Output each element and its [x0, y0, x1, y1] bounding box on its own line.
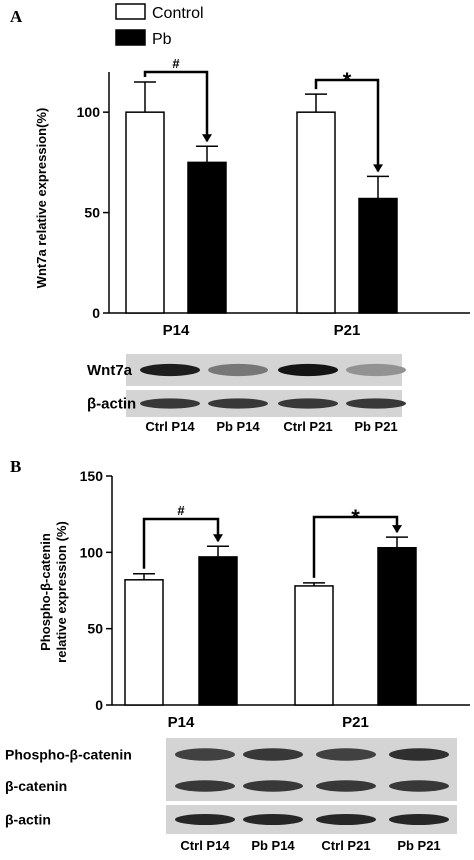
- blot-a-row-label: Wnt7a: [87, 362, 133, 379]
- chart-b-x-tick-label: P21: [342, 714, 369, 731]
- chart-b-y-tick-label: 0: [95, 697, 103, 713]
- chart-b-bar-control-p21: [294, 585, 334, 706]
- blot-b-row-label: β-actin: [5, 812, 51, 828]
- chart-b-significance-arrow: [392, 525, 402, 534]
- blot-b-band: [175, 813, 235, 826]
- blot-b-band: [316, 748, 376, 761]
- chart-a-significance-bracket: [143, 70, 209, 142]
- chart-a-significance-symbol: #: [172, 56, 180, 71]
- blot-a-band: [208, 398, 268, 409]
- chart-b-x-tick-label: P14: [168, 714, 195, 731]
- blot-b-band: [389, 813, 449, 826]
- blot-b-lane-label: Pb P14: [251, 838, 295, 853]
- chart-b-bar-control-p14: [124, 579, 164, 706]
- chart-a-y-tick-label: 50: [84, 205, 100, 221]
- blot-b-band: [243, 780, 303, 792]
- blot-b-band: [316, 813, 376, 826]
- blot-a-lane-label: Pb P14: [216, 419, 260, 434]
- blot-b-band: [316, 780, 376, 792]
- blot-b-band: [243, 813, 303, 826]
- blot-b: Phospho-β-catenin β-catenin β-actin Ctrl P1…: [5, 738, 457, 853]
- blot-a-band: [278, 363, 338, 377]
- chart-a-y-tick-label: 0: [92, 305, 100, 321]
- blot-a-band: [278, 398, 338, 409]
- chart-a-bar-pb-p21: [358, 197, 398, 314]
- legend: Control Pb: [115, 3, 204, 48]
- blot-a-lane-label: Pb P21: [354, 419, 397, 434]
- blot-b-row-label: Phospho-β-catenin: [5, 747, 132, 763]
- blot-b-band: [175, 748, 235, 761]
- legend-swatch-control: [115, 3, 146, 20]
- blot-a-band: [346, 363, 406, 377]
- chart-b: Phospho-β-catenin relative expression (%…: [38, 468, 470, 731]
- chart-b-bar-pb-p14: [198, 556, 238, 706]
- blot-b-row-label: β-catenin: [5, 778, 67, 794]
- panel-b-label: B: [10, 457, 21, 476]
- chart-b-ylabel-line2: relative expression (%): [54, 521, 69, 663]
- blot-b-band: [389, 780, 449, 792]
- legend-swatch-pb: [115, 29, 146, 46]
- chart-a-significance-symbol: *: [343, 68, 352, 93]
- chart-a-significance-bracket: [314, 78, 380, 172]
- chart-a-bar-control-p21: [296, 111, 336, 314]
- chart-a-x-tick-label: P21: [334, 322, 361, 339]
- blot-a-band: [346, 398, 406, 409]
- chart-b-significance-symbol: *: [351, 505, 360, 530]
- chart-a: Wnt7a relative expression(%) 0 50 100 P14 # P…: [34, 56, 470, 339]
- chart-b-bar-pb-p21: [377, 547, 417, 706]
- chart-b-significance-symbol: #: [177, 503, 185, 518]
- blot-a-lane-label: Ctrl P21: [283, 419, 332, 434]
- chart-b-significance-bracket: [312, 515, 399, 578]
- chart-a-ylabel: Wnt7a relative expression(%): [34, 108, 49, 289]
- chart-a-significance-arrow: [373, 164, 383, 173]
- blot-a-row-label: β-actin: [87, 396, 136, 413]
- chart-a-x-tick-label: P14: [163, 322, 190, 339]
- blot-b-band: [389, 748, 449, 761]
- chart-b-y-tick-label: 50: [87, 621, 103, 637]
- panel-a-label: A: [10, 7, 23, 26]
- blot-a-band: [140, 363, 200, 377]
- chart-b-y-tick-label: 100: [80, 544, 104, 560]
- blot-a-lane-label: Ctrl P14: [145, 419, 195, 434]
- chart-a-y-tick-label: 100: [77, 104, 101, 120]
- legend-label-control: Control: [152, 5, 204, 22]
- chart-b-ylabel-line1: Phospho-β-catenin: [38, 533, 53, 651]
- chart-a-bar-control-p14: [125, 111, 165, 314]
- chart-a-significance-arrow: [202, 134, 212, 143]
- chart-b-significance-arrow: [213, 534, 223, 543]
- blot-b-lane-label: Ctrl P21: [321, 838, 370, 853]
- blot-b-band: [243, 748, 303, 761]
- blot-b-band: [175, 780, 235, 792]
- blot-b-lane-label: Ctrl P14: [180, 838, 230, 853]
- blot-a-band: [208, 363, 268, 377]
- chart-a-bar-pb-p14: [187, 161, 227, 314]
- blot-b-lane-label: Pb P21: [397, 838, 440, 853]
- blot-a: Wnt7a β-actin Ctrl P14 Pb P14 Ctrl P21 Pb P21: [87, 354, 406, 434]
- chart-b-significance-bracket: [142, 517, 220, 569]
- blot-a-band: [140, 398, 200, 409]
- legend-label-pb: Pb: [152, 31, 172, 48]
- chart-b-y-tick-label: 150: [80, 468, 104, 484]
